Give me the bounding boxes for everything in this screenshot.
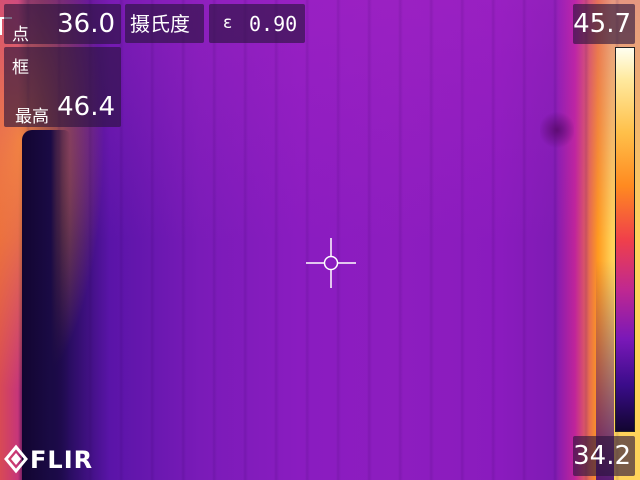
spot-meter-panel[interactable]: 点 36.0 bbox=[4, 4, 121, 44]
emissivity-symbol: ε bbox=[223, 13, 232, 33]
spot-label: 点 bbox=[12, 20, 29, 45]
emissivity-value: 0.90 bbox=[249, 12, 297, 36]
box-meter-panel[interactable]: 框 最高 46.4 bbox=[4, 47, 121, 127]
box-max-temperature: 46.4 bbox=[57, 92, 115, 122]
box-max-label: 最高 bbox=[15, 102, 49, 127]
scale-max-temperature: 45.7 bbox=[573, 9, 631, 39]
brand-name: FLIR bbox=[30, 446, 93, 474]
temperature-unit: 摄氏度 bbox=[130, 8, 190, 37]
spot-temperature: 36.0 bbox=[57, 9, 115, 39]
scale-min-temperature: 34.2 bbox=[573, 441, 631, 471]
color-scale-bar bbox=[615, 47, 635, 432]
emissivity-panel[interactable]: ε 0.90 bbox=[209, 4, 305, 43]
spot-crosshair-icon bbox=[306, 238, 356, 288]
flir-logo: FLIR bbox=[4, 443, 100, 476]
scale-min-panel[interactable]: 34.2 bbox=[573, 436, 635, 476]
box-label: 框 bbox=[12, 53, 29, 78]
flir-diamond-icon bbox=[4, 443, 28, 476]
temperature-unit-panel[interactable]: 摄氏度 bbox=[125, 4, 204, 43]
scale-max-panel[interactable]: 45.7 bbox=[573, 4, 635, 44]
